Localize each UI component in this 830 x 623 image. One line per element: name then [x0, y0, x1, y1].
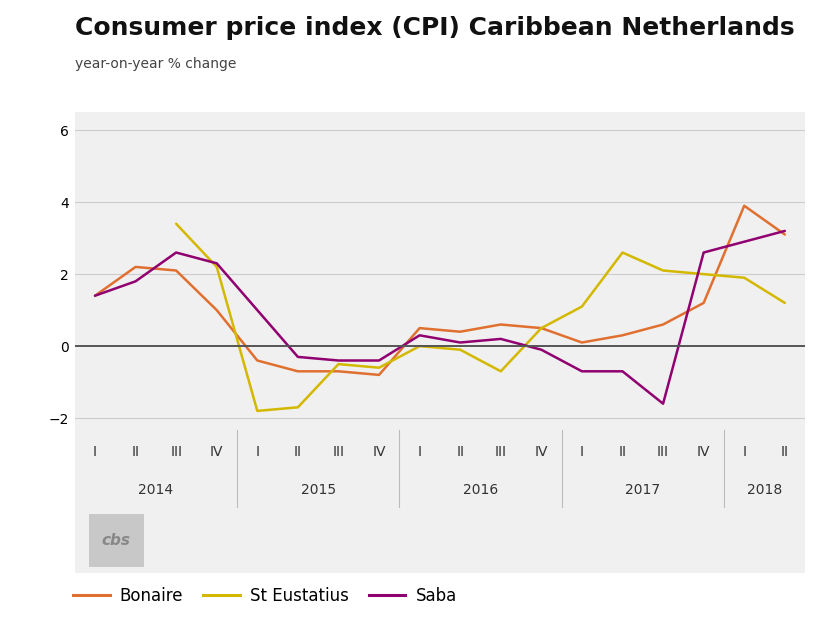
Text: II: II	[618, 445, 627, 459]
Text: Consumer price index (CPI) Caribbean Netherlands: Consumer price index (CPI) Caribbean Net…	[75, 16, 794, 40]
Text: IV: IV	[697, 445, 710, 459]
Text: III: III	[657, 445, 669, 459]
Text: year-on-year % change: year-on-year % change	[75, 57, 236, 71]
Text: III: III	[333, 445, 344, 459]
Text: IV: IV	[535, 445, 548, 459]
Text: I: I	[417, 445, 422, 459]
Text: I: I	[742, 445, 746, 459]
FancyBboxPatch shape	[90, 515, 144, 567]
Text: II: II	[457, 445, 464, 459]
Text: 2018: 2018	[747, 483, 782, 497]
Text: 2014: 2014	[139, 483, 173, 497]
Text: IV: IV	[210, 445, 223, 459]
Legend: Bonaire, St Eustatius, Saba: Bonaire, St Eustatius, Saba	[66, 580, 463, 612]
Text: I: I	[580, 445, 584, 459]
Text: II: II	[781, 445, 788, 459]
Text: II: II	[294, 445, 302, 459]
Text: 2015: 2015	[300, 483, 335, 497]
Text: 2016: 2016	[463, 483, 498, 497]
Text: III: III	[495, 445, 507, 459]
Text: III: III	[170, 445, 182, 459]
Text: I: I	[93, 445, 97, 459]
Text: I: I	[256, 445, 259, 459]
Text: IV: IV	[373, 445, 386, 459]
Text: 2017: 2017	[625, 483, 661, 497]
Text: II: II	[132, 445, 139, 459]
Text: cbs: cbs	[102, 533, 131, 548]
